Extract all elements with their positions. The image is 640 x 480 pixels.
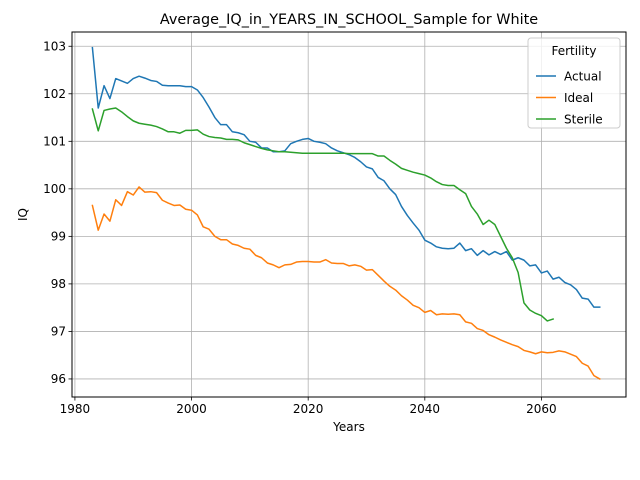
tick-layer: 1980 2000 2020 2040 2060 96 97 98 99 100 101 102 103	[43, 40, 557, 416]
x-tick-label: 2040	[410, 402, 441, 416]
legend-box	[527, 37, 621, 129]
x-tick-label: 2000	[176, 402, 207, 416]
chart-title: Average_IQ_in_YEARS_IN_SCHOOL_Sample for…	[160, 12, 538, 28]
series-line-sterile	[91, 107, 555, 322]
y-tick-label: 100	[43, 182, 66, 196]
y-tick-label: 101	[43, 135, 66, 149]
x-tick-label: 2020	[293, 402, 324, 416]
y-tick-label: 96	[51, 372, 66, 386]
y-tick-label: 103	[43, 40, 66, 54]
legend-title: Fertility	[551, 44, 596, 58]
plot-frame	[71, 31, 627, 398]
legend: Fertility Actual Ideal Sterile	[527, 37, 621, 129]
y-tick-label: 98	[51, 277, 66, 291]
x-axis-label: Years	[332, 420, 365, 434]
legend-label-actual: Actual	[564, 69, 602, 83]
y-axis-label: IQ	[16, 208, 30, 221]
legend-label-ideal: Ideal	[564, 91, 593, 105]
series-line-ideal	[91, 186, 601, 380]
legend-entries: Actual Ideal Sterile	[536, 69, 603, 126]
y-tick-label: 99	[51, 230, 66, 244]
series-layer	[91, 46, 601, 380]
legend-label-sterile: Sterile	[564, 112, 603, 126]
y-tick-label: 102	[43, 87, 66, 101]
grid-layer	[72, 32, 626, 397]
y-tick-label: 97	[51, 325, 66, 339]
x-tick-label: 1980	[60, 402, 91, 416]
x-tick-label: 2060	[526, 402, 557, 416]
